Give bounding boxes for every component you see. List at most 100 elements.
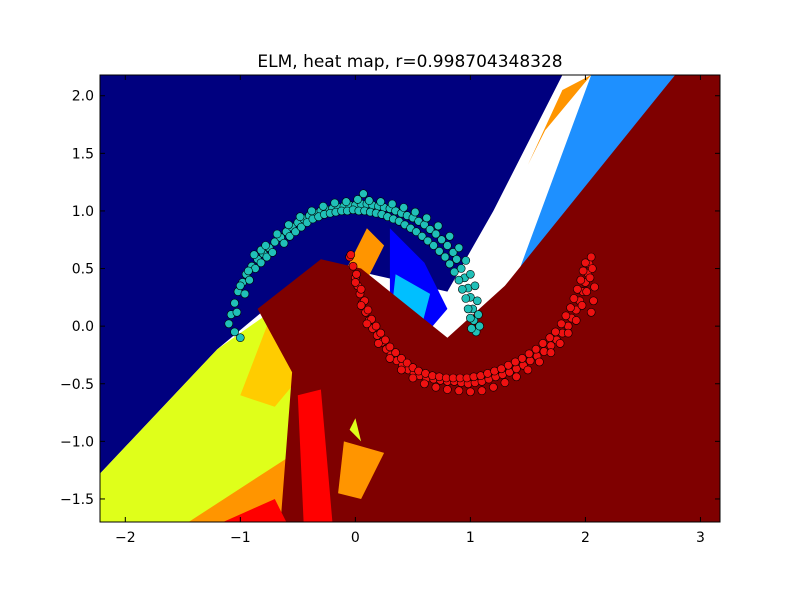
- series-0-point-85: [429, 241, 438, 250]
- series-1-point-117: [589, 296, 598, 306]
- series-1-point-110: [563, 328, 573, 338]
- series-1-point-100: [454, 386, 464, 396]
- series-0-point-50: [230, 327, 239, 337]
- series-0-point-84: [423, 236, 433, 246]
- series-0-point-100: [261, 241, 270, 250]
- chart-title: ELM, heat map, r=0.998704348328: [257, 52, 562, 72]
- series-0-point-120: [470, 281, 480, 291]
- series-1-point-94: [385, 354, 395, 363]
- x-axis-ticks: −2 −1 0 1 2 3: [115, 75, 705, 546]
- series-1-point-82: [556, 319, 566, 329]
- x-tick-label: 2: [581, 530, 590, 546]
- series-1-point-89: [581, 258, 590, 268]
- series-0-point-51: [236, 333, 245, 343]
- series-0-point-118: [461, 256, 471, 265]
- y-tick-label: 1.5: [72, 146, 94, 162]
- series-1-point-49: [356, 284, 366, 294]
- series-0-point-57: [262, 252, 272, 262]
- series-1-point-112: [577, 301, 587, 310]
- scatter-points: [224, 189, 599, 397]
- series-1-point-106: [523, 365, 533, 375]
- series-0-point-52: [232, 307, 242, 317]
- heatmap-background: [100, 75, 720, 522]
- series-0-point-102: [284, 220, 293, 230]
- series-1-point-105: [512, 372, 521, 382]
- series-0-point-108: [353, 195, 363, 204]
- series-1-point-119: [346, 250, 356, 259]
- series-0-point-36: [431, 229, 441, 239]
- series-0-point-61: [291, 227, 300, 236]
- series-0-point-35: [425, 225, 435, 234]
- y-tick-label: −1.0: [60, 434, 94, 450]
- series-1-point-73: [497, 364, 506, 374]
- series-0-point-89: [449, 267, 459, 277]
- series-0-point-94: [466, 313, 475, 323]
- heatmap-region-13: [223, 499, 287, 522]
- series-1-point-91: [356, 301, 366, 310]
- series-1-point-115: [587, 264, 597, 273]
- series-1-point-88: [578, 266, 588, 276]
- series-0-point-86: [434, 247, 444, 256]
- y-tick-label: −0.5: [60, 377, 94, 393]
- series-0-point-92: [461, 294, 471, 303]
- heatmap-region-9: [504, 75, 676, 309]
- series-1-point-59: [402, 358, 412, 368]
- series-1-point-80: [545, 333, 555, 343]
- series-1-point-79: [538, 339, 548, 348]
- series-0-point-124: [359, 189, 368, 198]
- series-1-point-54: [376, 328, 386, 338]
- series-0-point-0: [230, 298, 239, 308]
- series-0-point-90: [454, 275, 464, 285]
- series-1-point-57: [391, 348, 400, 357]
- series-1-point-98: [431, 382, 441, 392]
- series-1-point-103: [489, 382, 498, 392]
- y-tick-label: 0.5: [72, 262, 94, 278]
- series-0-point-111: [387, 199, 397, 209]
- series-1-point-1: [348, 261, 358, 271]
- series-1-point-47: [586, 252, 596, 262]
- series-0-point-103: [295, 212, 305, 221]
- series-1-point-77: [524, 349, 534, 359]
- series-1-point-95: [397, 365, 406, 375]
- series-0-point-113: [410, 207, 420, 217]
- series-1-point-114: [585, 273, 595, 283]
- series-1-point-102: [477, 386, 487, 396]
- series-1-point-101: [466, 387, 475, 397]
- series-0-point-53: [240, 289, 250, 299]
- series-0-point-82: [411, 227, 421, 236]
- heatmap-region-10: [257, 75, 720, 522]
- series-1-point-51: [363, 305, 373, 315]
- series-1-point-53: [371, 321, 381, 331]
- series-0-point-110: [376, 197, 386, 206]
- series-0-point-39: [448, 248, 458, 257]
- series-1-point-78: [531, 344, 541, 354]
- series-0-point-62: [296, 222, 306, 232]
- series-0-point-123: [475, 321, 484, 331]
- series-1-point-90: [351, 278, 360, 287]
- series-0-point-37: [437, 235, 446, 244]
- plot-frame: [99, 74, 721, 523]
- heatmap-region-12: [338, 441, 385, 499]
- series-0-point-116: [445, 232, 455, 241]
- series-1-point-85: [569, 294, 579, 303]
- plot-area: [100, 75, 720, 522]
- series-0-point-93: [463, 304, 473, 314]
- series-0-point-96: [236, 281, 245, 291]
- y-tick-label: 0.0: [72, 319, 94, 335]
- series-0-point-40: [452, 254, 461, 264]
- series-1-point-118: [586, 307, 596, 317]
- series-1-point-93: [374, 339, 383, 348]
- series-1-point-84: [566, 303, 575, 313]
- series-1-point-107: [535, 357, 544, 367]
- series-0-point-97: [244, 266, 253, 276]
- series-1-point-55: [380, 335, 390, 345]
- x-tick-label: 0: [351, 530, 360, 546]
- series-0-point-87: [440, 252, 450, 262]
- series-0-point-38: [443, 241, 452, 250]
- series-0-point-115: [433, 221, 443, 231]
- series-1-point-56: [385, 342, 395, 352]
- heatmap-region-14: [349, 418, 362, 442]
- series-1-point-81: [551, 327, 560, 337]
- series-1-point-48: [352, 269, 361, 279]
